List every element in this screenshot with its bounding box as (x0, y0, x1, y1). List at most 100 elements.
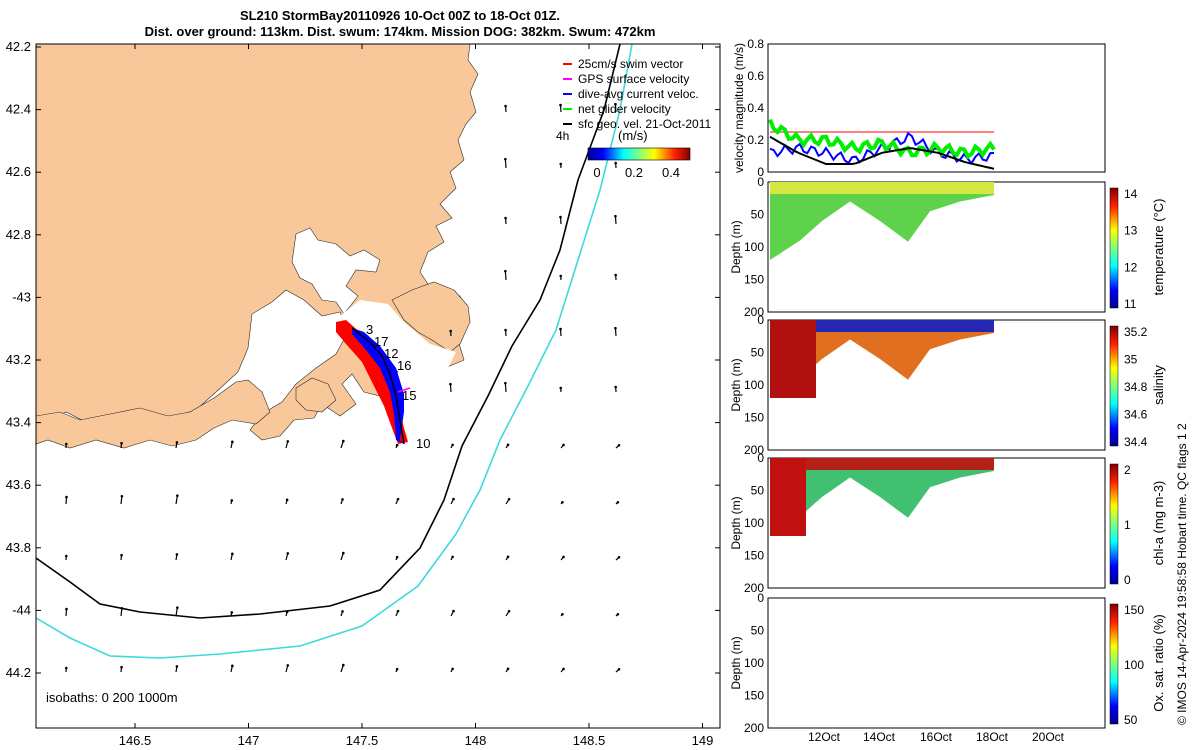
salinity-surface-layer (770, 320, 994, 332)
current-arrow-head (616, 500, 620, 504)
time-tick-label: 12Oct (808, 730, 841, 744)
current-arrow-head (120, 495, 124, 498)
current-arrow-head (65, 607, 68, 611)
current-arrow-head (395, 443, 399, 447)
current-arrow-head (559, 162, 563, 166)
legend-label: 25cm/s swim vector (578, 57, 683, 71)
current-arrow-head (65, 495, 68, 499)
bruny-island (295, 377, 337, 413)
velocity-series-line (769, 135, 995, 170)
current-arrow-head (395, 667, 399, 671)
isobath-note: isobaths: 0 200 1000m (46, 690, 178, 705)
current-arrow-head (395, 555, 399, 559)
chla-ytick-label: 150 (744, 549, 764, 563)
current-arrow-head (562, 555, 565, 559)
map-lat-ticks: 42.2 42.4 42.6 42.8 -43 43.2 43.4 43.6 43.8 -44 44… (6, 39, 720, 680)
current-arrow-head (506, 443, 510, 447)
time-tick-label: 20Oct (1032, 730, 1065, 744)
current-arrow-head (451, 443, 454, 447)
map-lon-ticks: 146.5 147 147.5 148 148.5 149 (119, 44, 714, 748)
colorbar-unit: (m/s) (618, 128, 648, 143)
current-arrow-head (506, 667, 510, 671)
oxygen-ytick-label: 100 (744, 656, 764, 670)
lat-tick-label: 42.4 (6, 102, 31, 117)
current-arrow-head (342, 439, 345, 443)
current-arrow-head (64, 554, 68, 558)
current-arrow-head (286, 552, 290, 555)
current-arrow-head (617, 667, 621, 671)
salinity-ytick-label: 50 (751, 346, 765, 360)
salinity-high-patch (770, 320, 816, 398)
oxygen-ytick-label: 0 (757, 591, 764, 605)
title-line-2: Dist. over ground: 113km. Dist. swum: 17… (144, 24, 656, 39)
map-frame (35, 43, 721, 729)
south-land (36, 379, 271, 449)
oxygen-cbar-tick-label: 100 (1124, 658, 1144, 672)
track-gps-velocity (397, 387, 411, 393)
current-arrow-head (286, 440, 290, 443)
lat-tick-label: 42.2 (6, 39, 31, 54)
chla-ytick-label: 200 (744, 581, 764, 595)
velocity-ytick-label: 0.4 (747, 101, 764, 115)
oxygen-cbar-label: Ox. sat. ratio (%) (1151, 614, 1166, 712)
chla-ytick-label: 0 (757, 451, 764, 465)
track-day-label: 16 (397, 358, 411, 373)
salinity-ytick-label: 0 (757, 313, 764, 327)
track-day-label: 3 (366, 322, 373, 337)
lat-tick-label: 42.6 (6, 164, 31, 179)
salinity-cbar-tick-label: 35 (1124, 353, 1138, 367)
credit-text: © IMOS 14-Apr-2024 19:58:58 Hobart time.… (1175, 423, 1189, 725)
chla-high-patch (770, 458, 806, 536)
temperature-ytick-label: 150 (744, 273, 764, 287)
oxygen-ylabel: Depth (m) (729, 636, 743, 689)
current-arrow (504, 271, 507, 281)
current-arrow-head (614, 273, 617, 277)
current-arrow-head (64, 666, 68, 670)
salinity-ytick-label: 150 (744, 411, 764, 425)
map-colorbar (587, 147, 691, 161)
current-arrow-head (176, 606, 179, 609)
current-arrow-head (341, 610, 344, 613)
current-arrow-head (341, 498, 344, 501)
current-arrow (614, 328, 617, 337)
lon-tick-label: 149 (692, 733, 714, 748)
temperature-colorbar (1109, 187, 1119, 309)
salinity-cbar-tick-label: 34.4 (1124, 435, 1148, 449)
oxygen-cbar-tick-label: 50 (1124, 713, 1138, 727)
current-arrow (614, 104, 617, 113)
time-tick-label: 14Oct (863, 730, 896, 744)
current-arrow-head (616, 612, 620, 616)
chla-cbar-tick-label: 2 (1124, 463, 1131, 477)
current-arrow (504, 383, 507, 393)
current-arrow-head (504, 157, 507, 161)
track-day-label: 10 (416, 436, 430, 451)
lon-tick-label: 148 (465, 733, 487, 748)
velocity-ytick-label: 0.8 (747, 37, 764, 51)
current-arrow-head (559, 274, 563, 278)
track-day-label: 12 (384, 346, 398, 361)
chla-ytick-label: 100 (744, 516, 764, 530)
temperature-panel: 0 50 100 150 200 Depth (m) 14 13 12 11 temperature… (729, 175, 1166, 319)
current-arrow-head (231, 664, 234, 668)
legend-label: dive-avg current veloc. (578, 87, 699, 101)
current-arrow-head (559, 386, 563, 390)
lon-tick-label: 147.5 (346, 733, 379, 748)
velocity-panel: 0.8 0.6 0.4 0.2 0 velocity magnitude (m/s) (732, 37, 1106, 179)
lat-tick-label: 43.4 (6, 415, 31, 430)
current-arrow-head (396, 497, 400, 501)
velocity-ytick-label: 0.2 (747, 133, 764, 147)
storm-bay (340, 300, 456, 380)
current-arrow-head (230, 611, 234, 614)
track-net-velocity-swath (336, 320, 408, 444)
temperature-cbar-tick-label: 14 (1124, 187, 1138, 201)
current-arrow-head (449, 329, 452, 333)
track-day-label: 17 (374, 334, 388, 349)
velocity-series-line (768, 118, 996, 160)
salinity-cbar-label: salinity (1151, 365, 1166, 405)
colorbar-tick-label: 0.2 (625, 165, 643, 180)
oxygen-ytick-label: 150 (744, 689, 764, 703)
salinity-section-fill (770, 320, 994, 398)
